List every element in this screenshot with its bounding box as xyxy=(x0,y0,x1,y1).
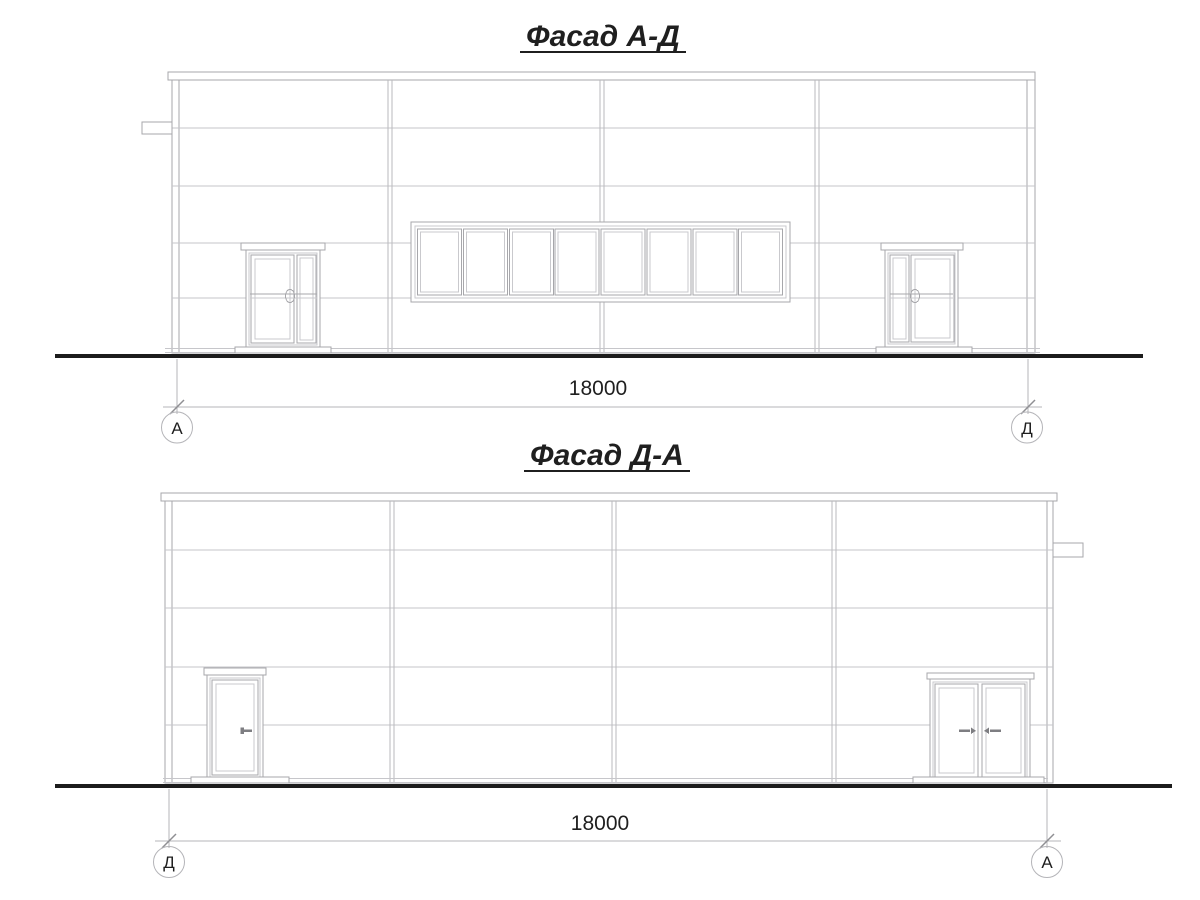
door-handle-icon xyxy=(959,727,976,734)
dimension-tick xyxy=(1039,833,1055,849)
door-step xyxy=(234,346,332,354)
panel-joint-lines xyxy=(165,549,1053,726)
parapet xyxy=(167,71,1036,81)
door-handle-icon xyxy=(984,727,1001,734)
plinth xyxy=(165,346,1040,354)
dimension-value: 18000 xyxy=(571,812,629,835)
axis-label: Д xyxy=(163,853,175,872)
facade-da-title: Фасад Д-А xyxy=(530,439,684,472)
entrance-door-left xyxy=(240,242,326,349)
dimension-tick xyxy=(161,833,177,849)
axis-label: А xyxy=(1041,853,1053,872)
facade-ad-title: Фасад А-Д xyxy=(526,20,680,53)
door-lintel xyxy=(926,672,1035,680)
window-panes xyxy=(417,228,784,296)
axis-label: Д xyxy=(1021,419,1033,438)
ribbon-window xyxy=(410,221,791,303)
axis-marker-circle xyxy=(1031,846,1063,878)
door-step xyxy=(190,776,290,784)
facade-da-building xyxy=(55,492,1172,788)
facade-ad-dimension: 18000 А Д xyxy=(161,359,1043,444)
dimension-value: 18000 xyxy=(569,377,627,400)
axis-label: А xyxy=(171,419,183,438)
door-lintel xyxy=(240,242,326,251)
entrance-door-left xyxy=(203,667,267,781)
axis-marker-left: А xyxy=(161,411,193,444)
facade-ad-building xyxy=(55,71,1143,358)
bay-divider-lines xyxy=(387,80,820,353)
wall-vent-protrusion xyxy=(1052,542,1084,558)
door-handle-icon xyxy=(910,289,920,303)
facade-ad: Фасад А-Д xyxy=(55,20,1143,444)
door-handle-icon xyxy=(240,727,252,734)
axis-marker-circle xyxy=(161,411,193,444)
door-step xyxy=(875,346,973,354)
axis-marker-right: Д xyxy=(1011,411,1043,444)
wall xyxy=(164,500,1054,784)
door-lintel xyxy=(880,242,964,251)
dimension-tick xyxy=(1020,399,1036,415)
axis-marker-left: Д xyxy=(153,846,185,878)
facade-da: Фасад Д-А xyxy=(55,439,1172,878)
entrance-door-right xyxy=(880,242,964,348)
facade-da-dimension: 18000 Д А xyxy=(153,789,1063,878)
dimension-tick xyxy=(169,399,185,415)
bay-divider-lines xyxy=(389,501,837,783)
door-lintel xyxy=(203,667,267,676)
plinth xyxy=(163,776,1048,784)
parapet xyxy=(160,492,1058,502)
axis-marker-circle xyxy=(153,846,185,878)
wall-vent-protrusion xyxy=(141,121,173,135)
door-step xyxy=(912,776,1045,784)
axis-marker-circle xyxy=(1011,411,1043,444)
door-handle-icon xyxy=(285,289,295,303)
axis-marker-right: А xyxy=(1031,846,1063,878)
entrance-door-right xyxy=(926,672,1035,781)
